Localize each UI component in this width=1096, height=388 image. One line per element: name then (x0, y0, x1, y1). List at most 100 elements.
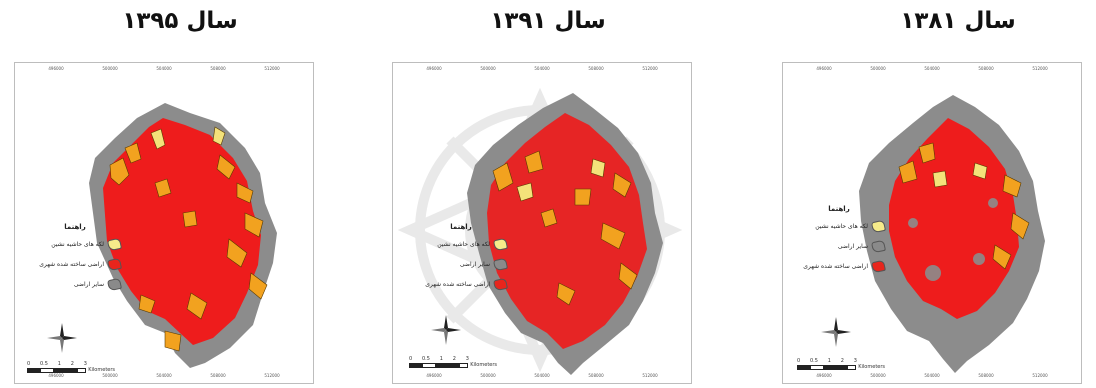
tick-label: 508000 (210, 66, 226, 71)
legend-label: لکه های حاشیه نشین (51, 241, 104, 248)
north-arrow-compass (821, 317, 851, 347)
scale-unit: Kilometers (88, 367, 116, 373)
scale-number: 0.5 (810, 358, 818, 364)
legend-item-built: اراضی ساخته شده شهری (793, 259, 887, 274)
panel-title-1391: سال ۱۳۹۱ (490, 8, 606, 34)
tick-label: 504000 (156, 373, 172, 378)
legend-item-informal: لکه های حاشیه نشین (793, 219, 887, 234)
scale-number: 1 (439, 356, 443, 362)
scale-number: 1 (57, 361, 61, 367)
legend-item-other: سایر اراضی (793, 239, 887, 254)
scale-number: 3 (853, 358, 857, 364)
coordinate-ticks-top: 496000 500000 504000 508000 512000 (797, 66, 1067, 74)
scale-number: 0.5 (40, 361, 48, 367)
legend-label: سایر اراضی (73, 281, 104, 288)
scale-number: 0.5 (422, 356, 430, 362)
scale-number: 0 (409, 356, 413, 362)
coordinate-ticks-top: 496000 500000 504000 508000 512000 (29, 66, 299, 74)
north-arrow-compass (47, 323, 77, 353)
coordinate-ticks-bottom: 496000 500000 504000 508000 512000 (797, 373, 1067, 381)
legend-swatch (106, 277, 123, 292)
tick-label: 496000 (48, 66, 64, 71)
legend-swatch (870, 259, 887, 274)
tick-label: 512000 (1032, 66, 1048, 71)
tick-label: 496000 (816, 66, 832, 71)
legend-item-other: سایر اراضی (29, 277, 123, 292)
map-legend: راهنما لکه های حاشیه نشین سایر اراضی ارا… (793, 205, 887, 281)
scale-bar: 0 0.5 1 2 3 Kilometers (797, 358, 885, 372)
tick-label: 504000 (924, 373, 940, 378)
legend-title: راهنما (828, 205, 850, 213)
legend-label: اراضی ساخته شده شهری (803, 263, 868, 270)
coordinate-ticks-bottom: 496000 500000 504000 508000 512000 (407, 373, 677, 381)
legend-swatch (492, 237, 509, 252)
legend-swatch (492, 277, 509, 292)
legend-item-built: اراضی ساخته شده شهری (29, 257, 123, 272)
legend-label: لکه های حاشیه نشین (815, 223, 868, 230)
city-map-1381 (859, 95, 1045, 373)
scale-number: 2 (840, 358, 844, 364)
scale-number: 0 (797, 358, 801, 364)
scale-number: 2 (70, 361, 74, 367)
tick-label: 496000 (426, 373, 442, 378)
city-map-1395 (89, 103, 277, 368)
tick-label: 512000 (642, 66, 658, 71)
tick-label: 496000 (816, 373, 832, 378)
tick-label: 504000 (924, 66, 940, 71)
legend-title: راهنما (450, 223, 472, 231)
coordinate-ticks-top: 496000 500000 504000 508000 512000 (407, 66, 677, 74)
tick-label: 500000 (480, 373, 496, 378)
legend-label: اراضی ساخته شده شهری (39, 261, 104, 268)
map-panel-1395: 496000 500000 504000 508000 512000 (14, 62, 314, 384)
legend-item-informal: لکه های حاشیه نشین (415, 237, 509, 252)
legend-swatch (870, 239, 887, 254)
tick-label: 512000 (264, 373, 280, 378)
scale-unit: Kilometers (470, 362, 498, 368)
map-panel-1381: 496000 500000 504000 508000 512000 راهنم… (782, 62, 1082, 384)
legend-swatch (870, 219, 887, 234)
tick-label: 508000 (588, 373, 604, 378)
tick-label: 504000 (156, 66, 172, 71)
tick-label: 500000 (480, 66, 496, 71)
tick-label: 496000 (48, 373, 64, 378)
scale-number: 2 (452, 356, 456, 362)
legend-item-other: سایر اراضی (415, 257, 509, 272)
built-up-area (103, 118, 261, 345)
scale-bar: 0 0.5 1 2 3 Kilometers (27, 361, 115, 375)
map-legend: راهنما لکه های حاشیه نشین اراضی ساخته شد… (29, 223, 123, 299)
coordinate-ticks-bottom: 496000 500000 504000 508000 512000 (29, 373, 299, 381)
tick-label: 500000 (102, 373, 118, 378)
tick-label: 500000 (870, 373, 886, 378)
map-panel-1391: 496000 500000 504000 508000 512000 راهنم… (392, 62, 692, 384)
legend-item-built: اراضی ساخته شده شهری (415, 277, 509, 292)
tick-label: 508000 (588, 66, 604, 71)
scale-bar: 0 0.5 1 2 3 Kilometers (409, 356, 497, 370)
tick-label: 500000 (870, 66, 886, 71)
tick-label: 496000 (426, 66, 442, 71)
scale-unit: Kilometers (858, 364, 886, 370)
legend-swatch (106, 257, 123, 272)
tick-label: 512000 (264, 66, 280, 71)
city-map-1391 (467, 93, 663, 375)
map-legend: راهنما لکه های حاشیه نشین سایر اراضی ارا… (415, 223, 509, 299)
legend-swatch (492, 257, 509, 272)
tick-label: 508000 (978, 66, 994, 71)
tick-label: 508000 (210, 373, 226, 378)
legend-label: سایر اراضی (837, 243, 868, 250)
tick-label: 512000 (642, 373, 658, 378)
tick-label: 500000 (102, 66, 118, 71)
scale-number: 3 (83, 361, 87, 367)
legend-swatch (106, 237, 123, 252)
tick-label: 512000 (1032, 373, 1048, 378)
north-arrow-compass (431, 315, 461, 345)
legend-item-informal: لکه های حاشیه نشین (29, 237, 123, 252)
tick-label: 504000 (534, 66, 550, 71)
tick-label: 504000 (534, 373, 550, 378)
panel-title-1381: سال ۱۳۸۱ (900, 8, 1016, 34)
scale-number: 0 (27, 361, 31, 367)
legend-label: لکه های حاشیه نشین (437, 241, 490, 248)
legend-title: راهنما (64, 223, 86, 231)
scale-number: 3 (465, 356, 469, 362)
panel-title-1395: سال ۱۳۹۵ (122, 8, 238, 34)
scale-number: 1 (827, 358, 831, 364)
